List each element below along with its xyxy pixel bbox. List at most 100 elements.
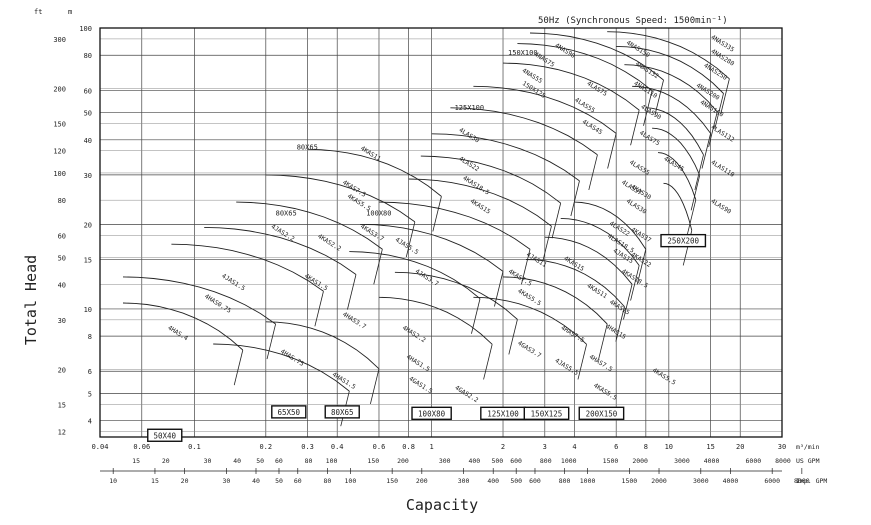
- model-label: 4HAS2.2: [401, 324, 427, 344]
- model-label: 4HAS.4: [166, 324, 189, 342]
- x-tick-label-imp: 15: [151, 477, 159, 485]
- model-label: 4LAS30: [625, 198, 648, 216]
- performance-curve: [122, 276, 276, 325]
- x-tick-label-us: 1000: [561, 457, 577, 465]
- curve-limit-line: [607, 133, 617, 169]
- model-label: 4JAS1.5: [220, 273, 246, 293]
- performance-curve: [360, 223, 504, 272]
- x-tick-label: 0.6: [373, 443, 386, 451]
- model-label: 4KAS11: [359, 145, 382, 163]
- performance-curve: [560, 217, 640, 266]
- x-tick-label: 8: [644, 443, 648, 451]
- x-tick-label-imp: 400: [487, 477, 499, 485]
- y-tick-label-ft: 50: [58, 255, 66, 263]
- performance-curve: [544, 236, 633, 285]
- y-ticks-m: 4 5 6 8 10 15 20 30 40 50 60 80 100: [79, 25, 92, 426]
- y-tick-label-m: 10: [84, 306, 92, 314]
- y-tick-label-ft: 100: [53, 170, 66, 178]
- performance-curve: [122, 302, 244, 351]
- curve-limit-line: [483, 344, 493, 380]
- x-tick-label-us: 200: [397, 457, 409, 465]
- model-label: 4HAS7.5: [560, 324, 586, 344]
- x-ticks-imp: 10 15 20 30 40 50 60 80 100 150 200 300 400 500 600 800…: [109, 468, 810, 485]
- model-label: 4HAS0.75: [203, 293, 232, 315]
- x-tick-label-us: 300: [439, 457, 451, 465]
- model-label: 4LAS55: [573, 97, 596, 115]
- y-tick-label-ft: 12: [58, 429, 66, 437]
- performance-curve: [378, 296, 493, 345]
- model-label: 4KAS7.5: [507, 268, 533, 288]
- frame-label: 80X65: [297, 143, 318, 151]
- x-tick-label: 1: [429, 443, 433, 451]
- x-tick-label: 6: [614, 443, 618, 451]
- y-tick-label-ft: 60: [58, 232, 66, 240]
- x-tick-label-imp: 4000: [723, 477, 739, 485]
- size-box-frame: [523, 406, 570, 421]
- performance-curve: [236, 201, 383, 250]
- performance-curve: [265, 174, 416, 223]
- x-unit-us: US GPM: [796, 457, 820, 465]
- curve-limit-line: [373, 249, 383, 285]
- x-tick-label: 30: [778, 443, 786, 451]
- x-tick-label-us: 2000: [632, 457, 648, 465]
- performance-curve: [265, 321, 380, 370]
- model-label: 4KAS5.5: [651, 367, 677, 387]
- size-box-label: 250X200: [667, 237, 699, 246]
- size-box: 200X150: [578, 406, 625, 421]
- size-box-frame: [147, 428, 183, 442]
- curve-limit-line: [432, 196, 442, 232]
- curve-limit-line: [370, 368, 380, 405]
- x-tick-label-us: 8000: [775, 457, 791, 465]
- size-box: 65X50: [271, 405, 307, 419]
- chart-title: 50Hz (Synchronous Speed: 1500min⁻¹): [538, 16, 728, 26]
- curve-limit-line: [542, 225, 552, 262]
- model-label: 4LAS45: [581, 118, 604, 136]
- performance-curve: [525, 259, 625, 307]
- model-label: 4KAS45: [662, 155, 685, 173]
- x-tick-label-us: 400: [468, 457, 480, 465]
- x-tick-label-imp: 3000: [693, 477, 709, 485]
- y-tick-label-m: 4: [88, 418, 92, 426]
- curve-limit-line: [694, 154, 704, 191]
- performance-curves: [122, 31, 730, 427]
- performance-curve: [450, 107, 598, 156]
- x-axis-label: Capacity: [406, 496, 478, 514]
- size-box: 80X65: [324, 405, 360, 419]
- x-tick-label: 0.8: [402, 443, 415, 451]
- curve-limit-line: [598, 323, 608, 360]
- y-tick-label-ft: 15: [58, 401, 66, 409]
- x-tick-label-us: 150: [367, 457, 379, 465]
- x-tick-label-imp: 150: [386, 477, 398, 485]
- y-unit-ft: ft: [34, 8, 42, 16]
- y-tick-label-m: 100: [79, 25, 92, 33]
- model-label: 4LAS75: [586, 80, 609, 98]
- y-tick-label-ft: 300: [53, 36, 66, 44]
- y-tick-label-ft: 200: [53, 85, 66, 93]
- x-ticks-us: 15 20 30 40 50 60 80 100 150 200 300 400 500 600 800 10…: [100, 457, 791, 472]
- y-tick-label-m: 50: [84, 110, 92, 118]
- size-box: 125X100: [480, 406, 526, 421]
- curve-limit-line: [314, 291, 324, 327]
- performance-curve: [408, 178, 552, 227]
- performance-curve: [473, 296, 587, 345]
- x-tick-label: 20: [736, 443, 744, 451]
- frame-label: 100X80: [366, 210, 391, 218]
- x-tick-label-imp: 10: [109, 477, 117, 485]
- curve-limit-line: [701, 133, 711, 169]
- y-tick-label-ft: 20: [58, 366, 66, 374]
- performance-curve: [213, 343, 350, 392]
- x-tick-label-us: 500: [491, 457, 503, 465]
- y-tick-label-ft: 120: [53, 148, 66, 156]
- y-tick-label-m: 6: [88, 368, 92, 376]
- y-tick-label-m: 5: [88, 390, 92, 398]
- size-box-label: 125X100: [487, 409, 519, 418]
- y-tick-label-m: 80: [84, 52, 92, 60]
- x-tick-label-us: 6000: [746, 457, 762, 465]
- performance-curve: [657, 152, 697, 200]
- x-tick-label-imp: 500: [510, 477, 522, 485]
- x-unit-imp: Imp. GPM: [796, 477, 827, 485]
- model-label: 4HAS15: [604, 323, 627, 341]
- x-tick-label-us: 800: [540, 457, 552, 465]
- size-box-label: 50X40: [153, 431, 176, 440]
- size-boxes: 50X40 65X50 80X65 100X80 125X100 150X125 200X1…: [147, 233, 707, 442]
